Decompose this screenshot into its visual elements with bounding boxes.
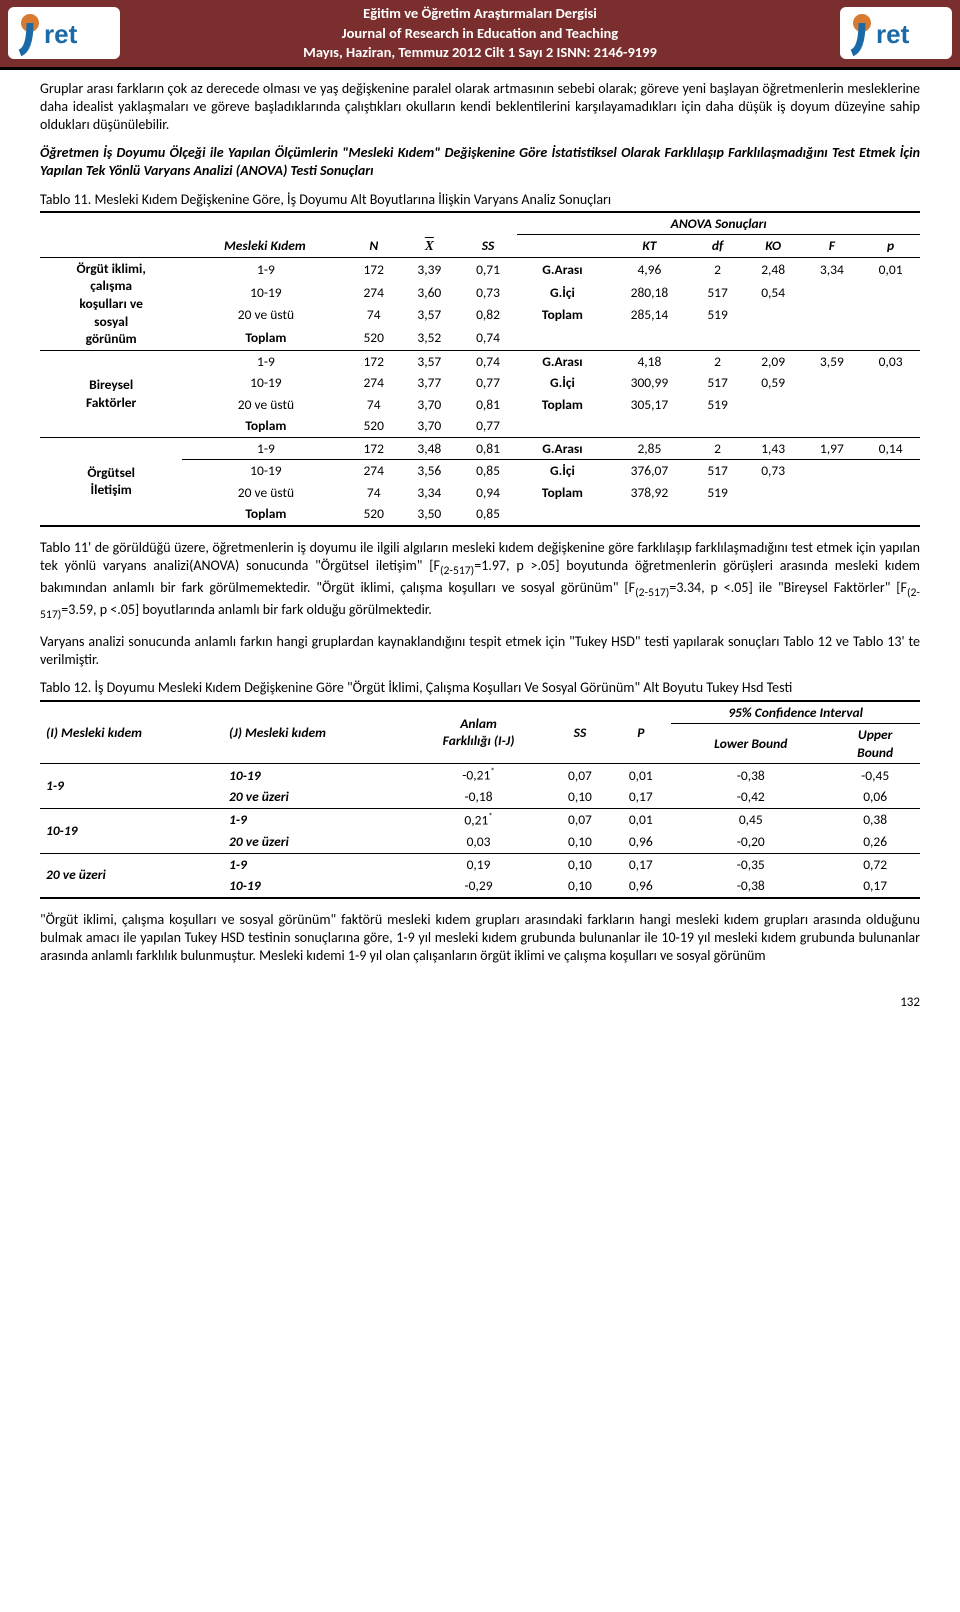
col-xbar: X (400, 235, 459, 258)
table-row: 1-9 10-19 -0,21* 0,070,01-0,38-0,45 (40, 764, 920, 787)
hdr-i: (I) Mesleki kıdem (40, 701, 223, 764)
hdr-ub: UpperBound (830, 724, 920, 764)
tablo11-discussion-p2: Varyans analizi sonucunda anlamlı farkın… (40, 633, 920, 669)
header-line1: Eğitim ve Öğretim Araştırmaları Dergisi (120, 4, 840, 24)
journal-title: Eğitim ve Öğretim Araştırmaları Dergisi … (120, 4, 840, 63)
logo-left: ret (8, 7, 120, 59)
page-number: 132 (0, 995, 960, 1022)
tablo12-title: Tablo 12. İş Doyumu Mesleki Kıdem Değişk… (40, 679, 920, 697)
col-ss: SS (459, 235, 518, 258)
header-line3: Mayıs, Haziran, Temmuz 2012 Cilt 1 Sayı … (120, 43, 840, 63)
journal-header: ret Eğitim ve Öğretim Araştırmaları Derg… (0, 0, 960, 70)
table-row: Örgüt iklimi, çalışma koşulları ve sosya… (40, 257, 920, 280)
col-df: df (691, 235, 743, 258)
method-heading: Öğretmen İş Doyumu Ölçeği ile Yapılan Öl… (40, 144, 920, 180)
col-kt: KT (607, 235, 691, 258)
table-row: Bireysel Faktörler 1-9 1723,570,74 G.Ara… (40, 350, 920, 372)
svg-text:ret: ret (876, 19, 910, 49)
hdr-ci: 95% Confidence Interval (671, 701, 920, 724)
hdr-lb: Lower Bound (671, 724, 830, 764)
table-row: 10-19 1-9 0,21* 0,070,010,450,38 (40, 808, 920, 831)
tukey-table: (I) Mesleki kıdem (J) Mesleki kıdem Anla… (40, 700, 920, 899)
jret-logo-icon: ret (846, 9, 946, 57)
group3-label: Örgütsel İletişim (40, 437, 182, 526)
hdr-ss: SS (550, 701, 611, 764)
col-p: p (861, 235, 920, 258)
table-row: 20 ve üzeri 1-9 0,19 0,100,17-0,350,72 (40, 853, 920, 875)
table-row: Örgütsel İletişim 1-9 1723,480,81 G.Aras… (40, 437, 920, 460)
anova-sonuc-header: ANOVA Sonuçları (517, 212, 920, 235)
svg-text:ret: ret (44, 19, 78, 49)
jret-logo-icon: ret (14, 9, 114, 57)
col-kidem: Mesleki Kıdem (182, 235, 347, 258)
group1-label: Örgüt iklimi, çalışma koşulları ve sosya… (40, 257, 182, 350)
tablo11-title: Tablo 11. Mesleki Kıdem Değişkenine Göre… (40, 191, 920, 209)
logo-right: ret (840, 7, 952, 59)
group2-label: Bireysel Faktörler (40, 350, 182, 437)
closing-paragraph: "Örgüt iklimi, çalışma koşulları ve sosy… (40, 911, 920, 966)
hdr-anlam: AnlamFarklılığı (I-J) (408, 701, 550, 764)
col-ko: KO (744, 235, 803, 258)
intro-paragraph: Gruplar arası farkların çok az derecede … (40, 80, 920, 135)
hdr-j: (J) Mesleki kıdem (223, 701, 408, 764)
header-line2: Journal of Research in Education and Tea… (120, 24, 840, 44)
anova-table: ANOVA Sonuçları Mesleki Kıdem N X SS KT … (40, 211, 920, 527)
tablo11-discussion-p1: Tablo 11' de görüldüğü üzere, öğretmenle… (40, 539, 920, 623)
col-f: F (803, 235, 862, 258)
hdr-p: P (610, 701, 671, 764)
page-content: Gruplar arası farkların çok az derecede … (0, 70, 960, 995)
col-n: N (348, 235, 400, 258)
